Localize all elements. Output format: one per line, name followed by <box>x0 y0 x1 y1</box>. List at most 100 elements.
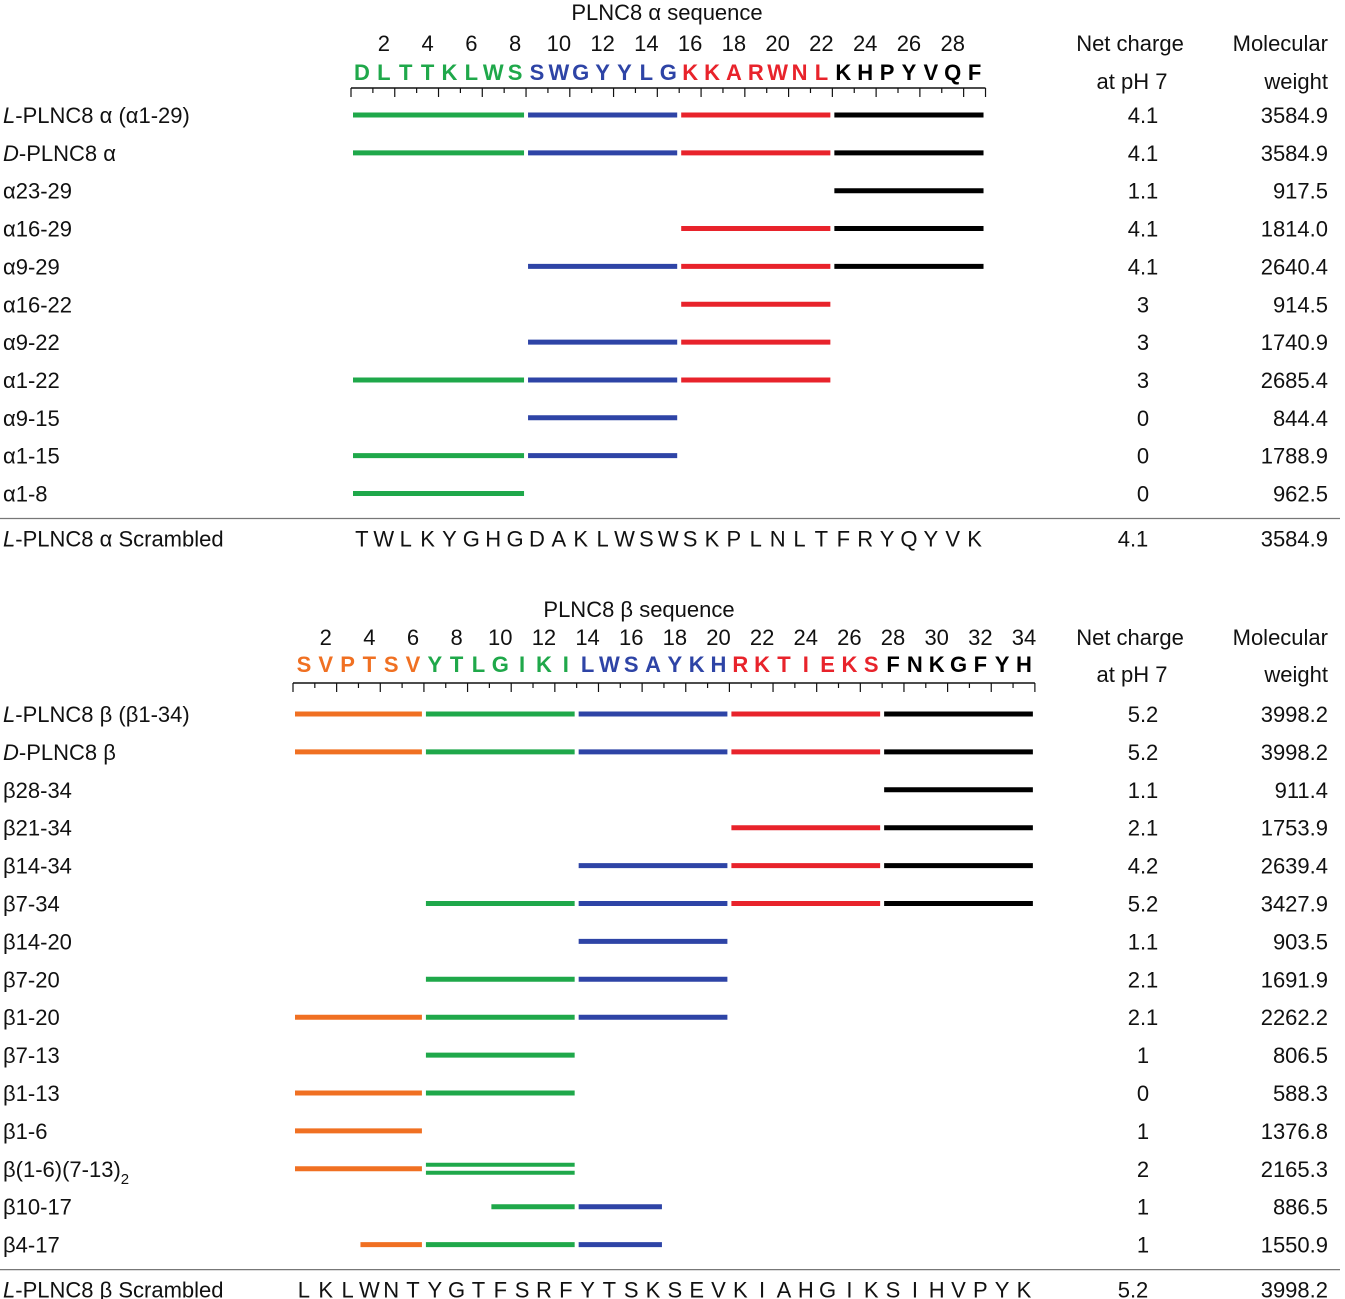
molecular-weight-value: 1814.0 <box>1261 217 1328 242</box>
peptide-label: β1-20 <box>3 1005 60 1030</box>
beta-residue: V <box>406 652 421 677</box>
alpha-peptide-row: α9-29 4.1 2640.4 <box>3 254 1328 279</box>
alpha-tick-label: 24 <box>853 31 877 56</box>
beta-residue: T <box>363 652 377 677</box>
beta-residue: T <box>450 652 464 677</box>
alpha-residue: L <box>815 60 828 85</box>
beta-panel: PLNC8 β sequence Net charge at pH 7 Mole… <box>0 597 1340 1299</box>
beta-peptide-row: β21-34 2.1 1753.9 <box>3 816 1328 841</box>
beta-tick-label: 10 <box>488 625 512 650</box>
scrambled-molecular-weight: 3998.2 <box>1261 1278 1328 1299</box>
alpha-residue: L <box>640 60 653 85</box>
peptide-label: β1-6 <box>3 1119 47 1144</box>
net-charge-value: 1 <box>1137 1195 1149 1220</box>
alpha-residue: R <box>748 60 764 85</box>
alpha-residue: Q <box>944 60 961 85</box>
beta-tick-label: 20 <box>706 625 730 650</box>
alpha-residue: P <box>880 60 895 85</box>
net-charge-value: 5.2 <box>1128 892 1159 917</box>
peptide-label: β7-20 <box>3 967 60 992</box>
alpha-residue: A <box>726 60 742 85</box>
beta-peptide-row: β14-20 1.1 903.5 <box>3 929 1328 954</box>
peptide-label-name: α1-8 <box>3 482 48 507</box>
peptide-label-name: β(1-6)(7-13) <box>3 1157 121 1182</box>
peptide-label-name: β14-34 <box>3 854 72 879</box>
peptide-label-name: -PLNC8 α (α1-29) <box>15 103 190 128</box>
molecular-weight-value: 1788.9 <box>1261 444 1328 469</box>
alpha-tick-label: 22 <box>809 31 833 56</box>
net-charge-value: 1 <box>1137 1043 1149 1068</box>
peptide-label: β7-13 <box>3 1043 60 1068</box>
alpha-peptide-row: α1-15 0 1788.9 <box>3 444 1328 469</box>
beta-tick-label: 12 <box>532 625 556 650</box>
beta-peptide-row: β1-20 2.1 2262.2 <box>3 1005 1328 1030</box>
net-charge-value: 4.1 <box>1128 103 1159 128</box>
net-charge-value: 1.1 <box>1128 179 1159 204</box>
peptide-label-prefix: D <box>3 740 19 765</box>
scrambled-net-charge: 4.1 <box>1118 527 1149 552</box>
scrambled-label-name: -PLNC8 β Scrambled <box>15 1278 223 1299</box>
molecular-weight-value: 1740.9 <box>1261 330 1328 355</box>
beta-tick-label: 32 <box>968 625 992 650</box>
beta-tick-label: 14 <box>575 625 599 650</box>
molecular-weight-value: 2639.4 <box>1261 854 1328 879</box>
alpha-residue: G <box>660 60 677 85</box>
peptide-label: β1-13 <box>3 1081 60 1106</box>
beta-residue: V <box>318 652 333 677</box>
alpha-molecular-weight-subheader: weight <box>1263 69 1328 94</box>
molecular-weight-value: 911.4 <box>1275 778 1328 803</box>
beta-residue: H <box>1016 652 1032 677</box>
molecular-weight-value: 2165.3 <box>1261 1157 1328 1182</box>
alpha-net-charge-subheader: at pH 7 <box>1097 69 1168 94</box>
net-charge-value: 4.1 <box>1128 254 1159 279</box>
net-charge-value: 1.1 <box>1128 929 1159 954</box>
alpha-peptide-row: α23-29 1.1 917.5 <box>3 179 1328 204</box>
peptide-label: β28-34 <box>3 778 72 803</box>
net-charge-value: 0 <box>1137 406 1149 431</box>
peptide-label: α23-29 <box>3 179 72 204</box>
molecular-weight-value: 886.5 <box>1273 1195 1328 1220</box>
molecular-weight-value: 2262.2 <box>1261 1005 1328 1030</box>
beta-residue: S <box>864 652 879 677</box>
beta-molecular-weight-header: Molecular <box>1233 625 1328 650</box>
beta-residue: L <box>581 652 594 677</box>
beta-residue: K <box>754 652 770 677</box>
peptide-label: α1-22 <box>3 368 60 393</box>
peptide-label: β4-17 <box>3 1233 60 1258</box>
beta-residue: I <box>803 652 809 677</box>
peptide-label-name: α16-29 <box>3 217 72 242</box>
peptide-label: D-PLNC8 β <box>3 740 116 765</box>
alpha-sequence-title: PLNC8 α sequence <box>571 0 762 25</box>
molecular-weight-value: 2685.4 <box>1261 368 1328 393</box>
beta-net-charge-header: Net charge <box>1076 625 1184 650</box>
beta-residue: I <box>519 652 525 677</box>
beta-residue: I <box>563 652 569 677</box>
peptide-label: L-PLNC8 β (β1-34) <box>3 702 190 727</box>
peptide-label-name: α9-29 <box>3 254 60 279</box>
alpha-residue: N <box>792 60 808 85</box>
alpha-tick-label: 2 <box>378 31 390 56</box>
beta-residue: F <box>974 652 987 677</box>
scrambled-molecular-weight: 3584.9 <box>1261 527 1328 552</box>
beta-tick-label: 28 <box>881 625 905 650</box>
net-charge-value: 0 <box>1137 444 1149 469</box>
beta-residue: K <box>841 652 857 677</box>
alpha-tick-label: 4 <box>421 31 433 56</box>
scrambled-label-prefix: L <box>3 527 15 552</box>
alpha-residue: W <box>767 60 788 85</box>
alpha-tick-label: 20 <box>765 31 789 56</box>
beta-residue: Y <box>427 652 442 677</box>
peptide-label-prefix: L <box>3 702 15 727</box>
beta-peptide-row: β1-13 0 588.3 <box>3 1081 1328 1106</box>
peptide-label-name: β28-34 <box>3 778 72 803</box>
alpha-residue: W <box>483 60 504 85</box>
peptide-label-name: β7-34 <box>3 892 60 917</box>
molecular-weight-value: 588.3 <box>1273 1081 1328 1106</box>
alpha-scrambled-row: L-PLNC8 α Scrambled TWLKYGHGDAKLWSWSKPLNL… <box>3 527 1328 552</box>
alpha-peptide-row: L-PLNC8 α (α1-29) 4.1 3584.9 <box>3 103 1328 128</box>
peptide-label-name: β1-13 <box>3 1081 60 1106</box>
beta-residue: S <box>384 652 399 677</box>
net-charge-value: 0 <box>1137 1081 1149 1106</box>
alpha-tick-label: 8 <box>509 31 521 56</box>
beta-residue: K <box>689 652 705 677</box>
